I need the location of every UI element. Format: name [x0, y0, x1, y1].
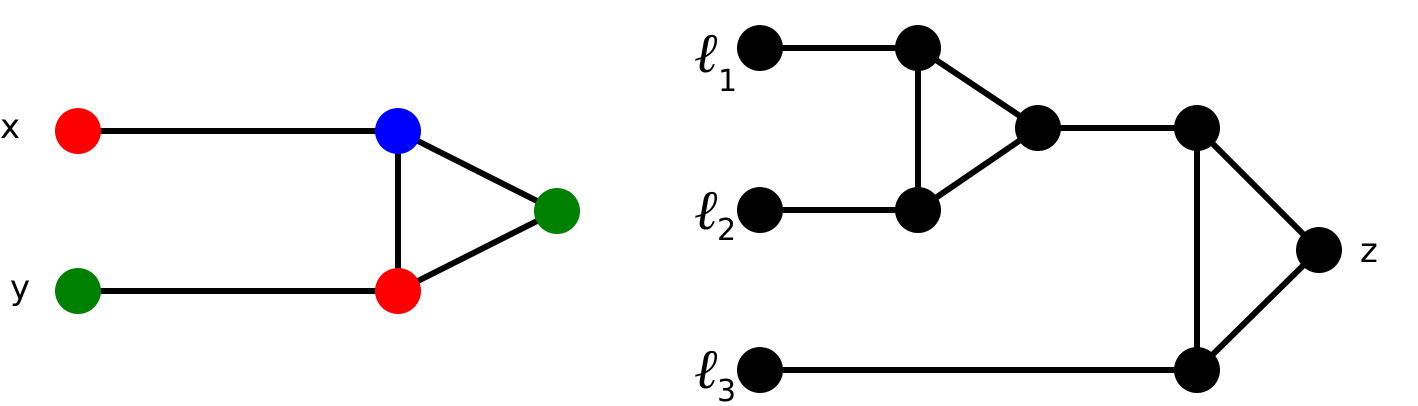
left-node-bottom-center [375, 268, 421, 314]
left-edge-red-green [395, 208, 560, 294]
label-z: z [1360, 231, 1378, 271]
right-node-bottom-left [895, 187, 941, 233]
label-l1-subscript: 1 [718, 64, 737, 99]
right-edge-right-top-z [1194, 125, 1322, 253]
right-node-l3 [737, 347, 783, 393]
label-x: x [0, 107, 20, 147]
right-edge-bottom-left-middle [915, 125, 1041, 213]
left-graph: x y [0, 107, 580, 314]
left-node-top-center [375, 108, 421, 154]
label-y: y [10, 268, 30, 308]
right-node-middle [1015, 105, 1061, 151]
right-edge-top-left-middle [915, 45, 1041, 131]
right-node-l1 [737, 25, 783, 71]
right-node-right-bottom [1174, 347, 1220, 393]
right-edge-right-bottom-z [1194, 247, 1322, 373]
right-node-right-top [1174, 105, 1220, 151]
left-node-right [534, 188, 580, 234]
label-l3-subscript: 3 [717, 374, 736, 406]
label-l1-symbol: ℓ [694, 21, 718, 86]
label-l2-symbol: ℓ [694, 178, 718, 243]
right-node-z [1296, 227, 1342, 273]
left-node-x [55, 108, 101, 154]
left-node-y [55, 268, 101, 314]
right-graph: ℓ 1 ℓ 2 ℓ 3 z [694, 21, 1378, 406]
label-l3-symbol: ℓ [694, 337, 718, 402]
label-l2-subscript: 2 [717, 213, 736, 248]
left-edge-blue-green [395, 128, 560, 214]
right-node-top-left [895, 25, 941, 71]
right-node-l2 [737, 187, 783, 233]
